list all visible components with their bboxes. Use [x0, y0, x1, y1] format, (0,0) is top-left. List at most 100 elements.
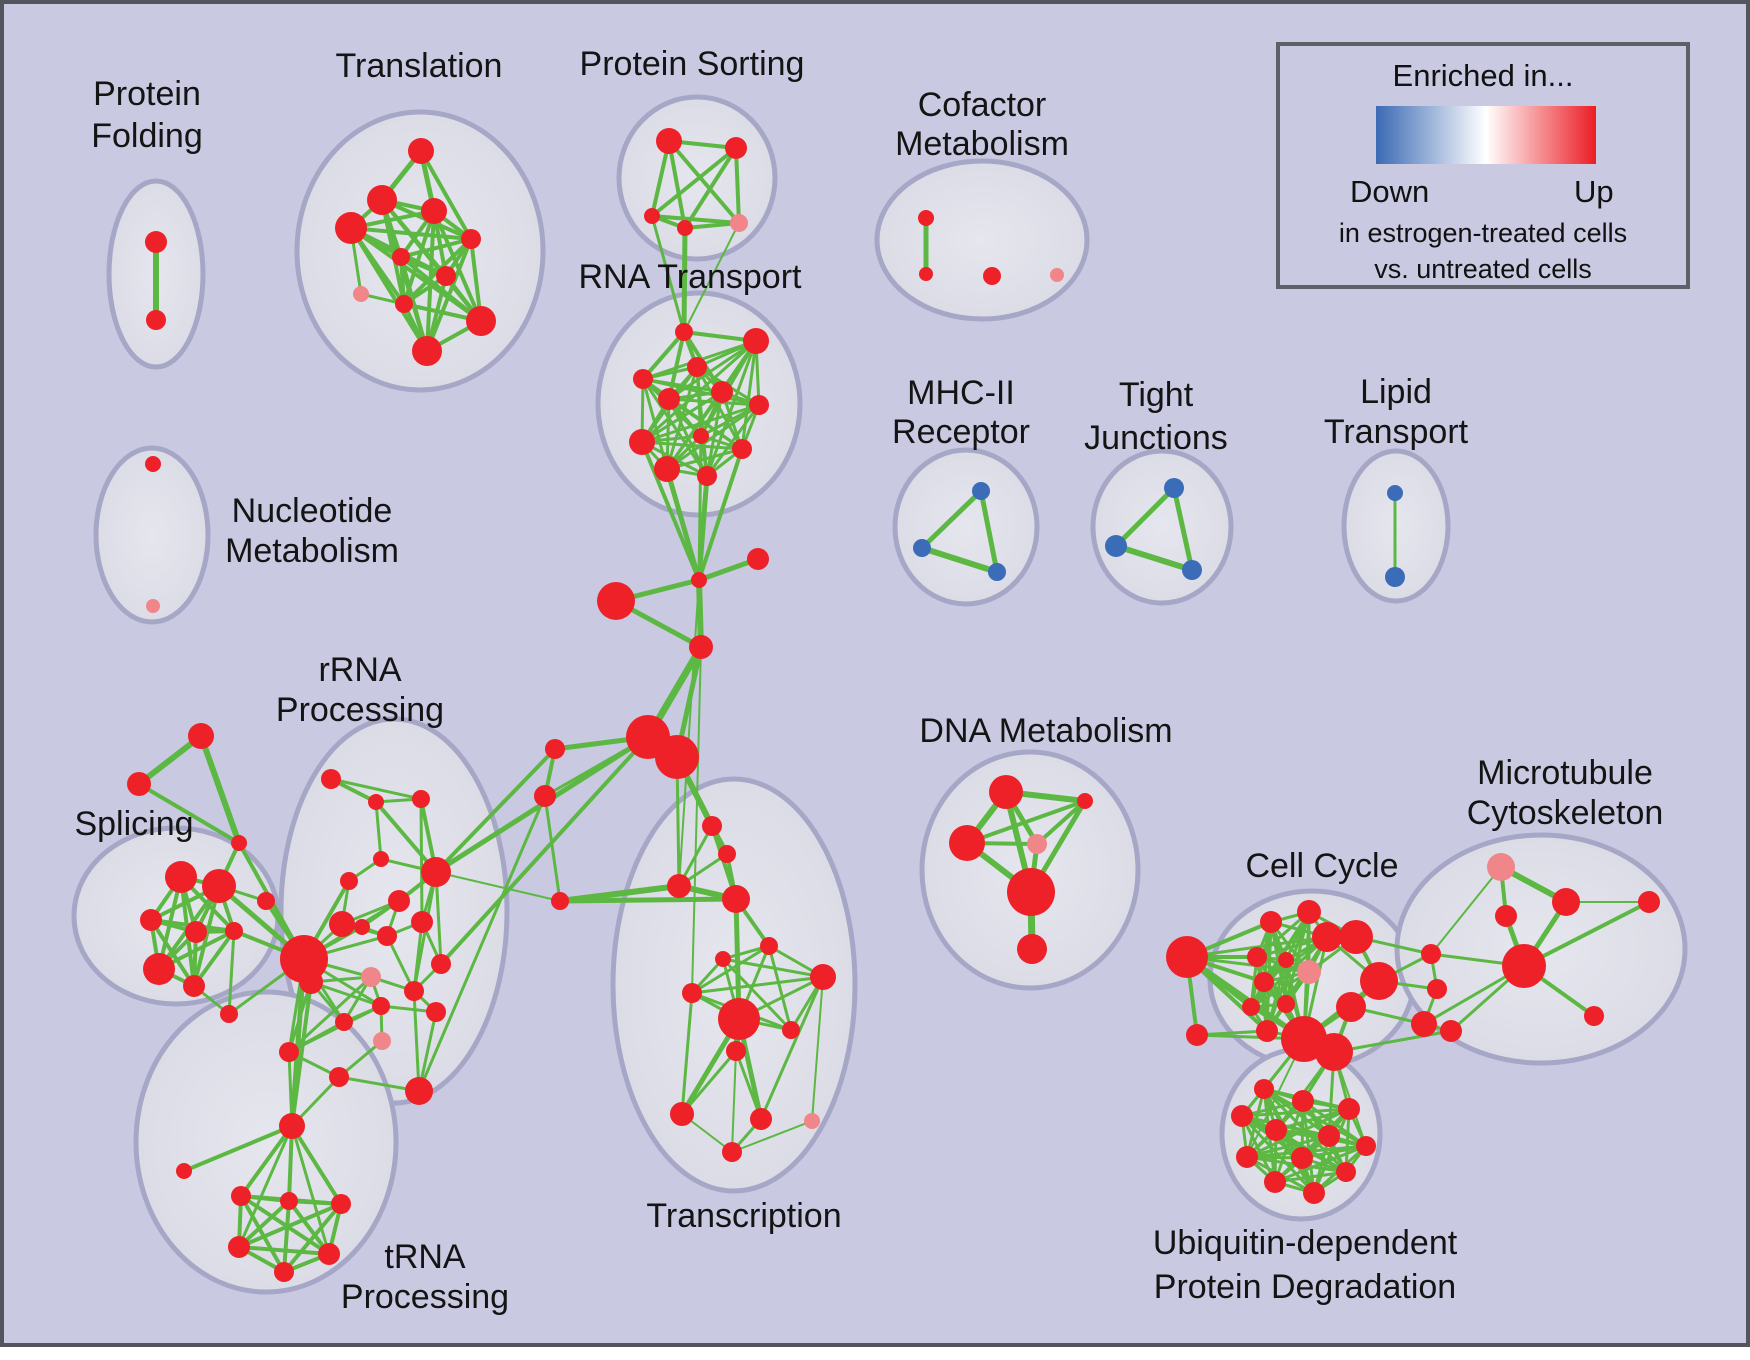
node-r2[interactable]: [743, 328, 769, 354]
node-k1[interactable]: [1487, 853, 1515, 881]
node-q11[interactable]: [411, 911, 433, 933]
node-e3[interactable]: [1182, 560, 1202, 580]
node-q1[interactable]: [321, 769, 341, 789]
node-x3[interactable]: [667, 874, 691, 898]
node-k2[interactable]: [1552, 888, 1580, 916]
node-t7[interactable]: [436, 266, 456, 286]
node-x14[interactable]: [750, 1108, 772, 1130]
node-g7[interactable]: [1297, 960, 1321, 984]
node-r7[interactable]: [749, 395, 769, 415]
node-u5[interactable]: [318, 1243, 340, 1265]
node-t9[interactable]: [395, 295, 413, 313]
node-b2[interactable]: [299, 970, 323, 994]
node-g3[interactable]: [1312, 922, 1342, 952]
node-r11[interactable]: [654, 456, 680, 482]
node-q7[interactable]: [388, 890, 410, 912]
node-p4[interactable]: [677, 220, 693, 236]
node-r9[interactable]: [693, 428, 709, 444]
node-x11[interactable]: [782, 1021, 800, 1039]
node-x7[interactable]: [715, 951, 731, 967]
node-b1[interactable]: [280, 935, 328, 983]
node-d3[interactable]: [949, 825, 985, 861]
node-w3[interactable]: [231, 835, 247, 851]
node-s2[interactable]: [202, 869, 236, 903]
node-x15[interactable]: [804, 1113, 820, 1129]
node-jm[interactable]: [689, 635, 713, 659]
node-r4[interactable]: [633, 369, 653, 389]
node-q10[interactable]: [377, 926, 397, 946]
node-c2[interactable]: [919, 267, 933, 281]
node-u2[interactable]: [280, 1192, 298, 1210]
node-l1[interactable]: [1387, 485, 1403, 501]
node-m1[interactable]: [1427, 979, 1447, 999]
node-q2[interactable]: [368, 794, 384, 810]
node-g14[interactable]: [1256, 1020, 1278, 1042]
node-jb[interactable]: [597, 582, 635, 620]
node-q6[interactable]: [421, 857, 451, 887]
node-q15[interactable]: [426, 1002, 446, 1022]
node-k6[interactable]: [1638, 891, 1660, 913]
node-g4[interactable]: [1339, 920, 1373, 954]
node-t3[interactable]: [421, 198, 447, 224]
node-g9[interactable]: [1360, 962, 1398, 1000]
node-c4[interactable]: [1050, 268, 1064, 282]
node-q13[interactable]: [404, 981, 424, 1001]
node-x5[interactable]: [551, 892, 569, 910]
node-m0[interactable]: [1421, 944, 1441, 964]
node-v7[interactable]: [1356, 1136, 1376, 1156]
node-x12[interactable]: [726, 1041, 746, 1061]
node-v8[interactable]: [1236, 1146, 1258, 1168]
node-p5[interactable]: [730, 214, 748, 232]
node-tl[interactable]: [176, 1163, 192, 1179]
node-g5[interactable]: [1247, 947, 1267, 967]
node-g0[interactable]: [1166, 936, 1208, 978]
node-u4[interactable]: [228, 1236, 250, 1258]
node-d4[interactable]: [1027, 834, 1047, 854]
node-r10[interactable]: [732, 439, 752, 459]
node-g13[interactable]: [1186, 1024, 1208, 1046]
node-n1[interactable]: [145, 456, 161, 472]
node-r6[interactable]: [711, 381, 733, 403]
node-u6[interactable]: [274, 1262, 294, 1282]
node-q12[interactable]: [361, 967, 381, 987]
node-d1[interactable]: [989, 775, 1023, 809]
node-g6[interactable]: [1278, 952, 1294, 968]
node-v10[interactable]: [1336, 1162, 1356, 1182]
node-g10[interactable]: [1242, 998, 1260, 1016]
node-v11[interactable]: [1264, 1171, 1286, 1193]
node-d2[interactable]: [1077, 793, 1093, 809]
node-r5[interactable]: [658, 388, 680, 410]
node-v1[interactable]: [1254, 1079, 1274, 1099]
node-q19[interactable]: [279, 1042, 299, 1062]
node-k4[interactable]: [1502, 944, 1546, 988]
node-v3[interactable]: [1338, 1098, 1360, 1120]
node-s8[interactable]: [183, 975, 205, 997]
node-q21[interactable]: [405, 1077, 433, 1105]
node-d6[interactable]: [1017, 934, 1047, 964]
node-x2[interactable]: [718, 845, 736, 863]
node-s3[interactable]: [140, 909, 162, 931]
node-q17[interactable]: [335, 1013, 353, 1031]
node-r1[interactable]: [675, 323, 693, 341]
node-w2[interactable]: [127, 772, 151, 796]
node-t6[interactable]: [392, 248, 410, 266]
node-v6[interactable]: [1318, 1125, 1340, 1147]
node-q5[interactable]: [340, 872, 358, 890]
node-t10[interactable]: [466, 306, 496, 336]
node-r3[interactable]: [687, 357, 707, 377]
node-k7[interactable]: [1584, 1006, 1604, 1026]
node-h3[interactable]: [988, 563, 1006, 581]
node-g11[interactable]: [1277, 995, 1295, 1013]
node-m2[interactable]: [1411, 1011, 1437, 1037]
node-th[interactable]: [279, 1113, 305, 1139]
node-s9[interactable]: [220, 1005, 238, 1023]
node-t5[interactable]: [461, 229, 481, 249]
node-q18[interactable]: [373, 1032, 391, 1050]
node-q4[interactable]: [373, 851, 389, 867]
node-q16[interactable]: [372, 997, 390, 1015]
node-g12[interactable]: [1336, 992, 1366, 1022]
node-k3[interactable]: [1495, 905, 1517, 927]
node-g16[interactable]: [1315, 1033, 1353, 1071]
node-s6[interactable]: [257, 892, 275, 910]
node-v4[interactable]: [1231, 1105, 1253, 1127]
